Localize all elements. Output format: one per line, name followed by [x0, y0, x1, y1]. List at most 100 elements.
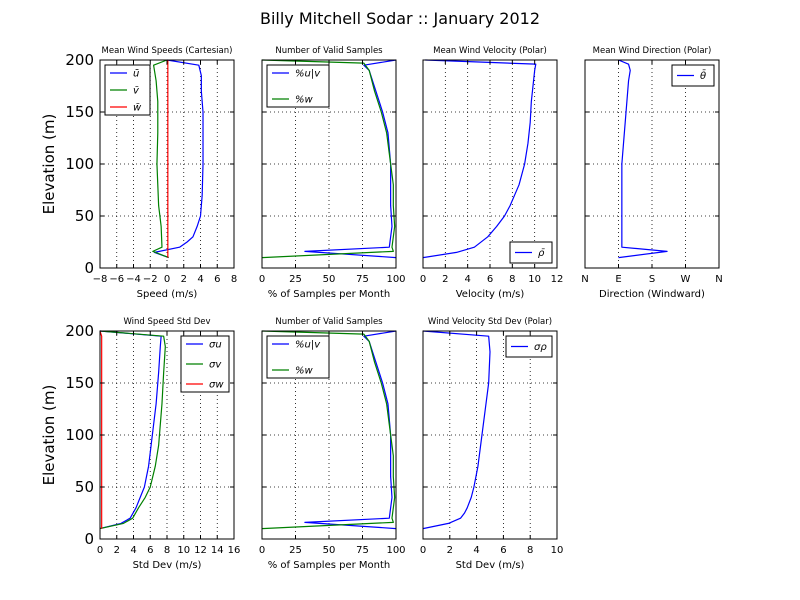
- legend-label: ρ̄: [538, 248, 545, 259]
- series-line-3: [99, 330, 103, 529]
- legend-frame: [266, 335, 330, 379]
- series-line-1: [422, 59, 537, 259]
- x-tick-label: 2: [442, 274, 448, 285]
- panel-title: Mean Wind Speeds (Cartesian): [102, 46, 233, 56]
- x-tick-label: 8: [527, 545, 533, 556]
- x-tick-label: 4: [130, 545, 136, 556]
- legend: σu σv σw: [180, 335, 230, 393]
- x-tick-label: S: [649, 274, 655, 285]
- x-tick-label: 8: [509, 274, 515, 285]
- x-tick-label: 2: [181, 274, 187, 285]
- x-tick-label: 2: [447, 545, 453, 556]
- legend-label: %u|v: [295, 69, 321, 80]
- x-tick-label: W: [681, 274, 691, 285]
- y-tick-label: 100: [65, 426, 94, 444]
- x-tick-label: 75: [356, 274, 369, 285]
- x-axis-label: Speed (m/s): [137, 289, 198, 300]
- y-tick-label: 150: [65, 103, 94, 121]
- panel-title: Number of Valid Samples: [275, 46, 383, 56]
- series-line-2: [261, 59, 396, 259]
- x-tick-label: 75: [356, 545, 369, 556]
- series-line-2: [99, 330, 166, 530]
- legend-label: σw: [209, 380, 224, 391]
- x-tick-label: 10: [177, 545, 190, 556]
- x-axis-label: Std Dev (m/s): [456, 560, 525, 571]
- x-tick-label: 6: [147, 545, 153, 556]
- x-tick-label: 12: [194, 545, 207, 556]
- x-tick-label: 25: [289, 545, 302, 556]
- legend: ū v̄ w̄: [104, 64, 151, 116]
- x-tick-label: 0: [97, 545, 103, 556]
- x-tick-label: 12: [551, 274, 564, 285]
- legend-label: %u|v: [295, 340, 321, 351]
- x-tick-label: 100: [386, 274, 405, 285]
- x-axis-label: Std Dev (m/s): [133, 560, 202, 571]
- x-tick-label: 14: [211, 545, 224, 556]
- x-axis-label: % of Samples per Month: [268, 289, 391, 300]
- x-tick-label: 10: [551, 545, 564, 556]
- x-axis-label: % of Samples per Month: [268, 560, 391, 571]
- y-tick-label: 200: [65, 51, 94, 69]
- x-tick-label: 6: [500, 545, 506, 556]
- x-tick-label: 0: [164, 274, 170, 285]
- y-tick-label: 100: [65, 155, 94, 173]
- y-tick-label: 0: [84, 530, 94, 548]
- x-tick-label: 50: [323, 545, 336, 556]
- series-line-1: [153, 59, 204, 259]
- x-tick-label: −2: [143, 274, 158, 285]
- x-axis-label: Direction (Windward): [599, 289, 705, 300]
- legend-label: σv: [209, 360, 222, 371]
- x-tick-label: 50: [323, 274, 336, 285]
- legend-label: %w: [295, 366, 314, 377]
- x-tick-label: 16: [228, 545, 241, 556]
- panel-p2: 0 25 50 75 100 Number of Valid Samples % of Sa…: [259, 46, 406, 300]
- panel-title: Mean Wind Direction (Polar): [593, 46, 712, 56]
- x-tick-label: 0: [259, 274, 265, 285]
- series-line-2: [261, 330, 396, 530]
- legend: σρ: [505, 335, 553, 358]
- figure-title: Billy Mitchell Sodar :: January 2012: [260, 9, 540, 28]
- x-tick-label: 4: [464, 274, 470, 285]
- legend: %u|v %w: [266, 64, 330, 108]
- x-tick-label: N: [581, 274, 588, 285]
- x-tick-label: 4: [473, 545, 479, 556]
- panel-title: Number of Valid Samples: [275, 317, 383, 327]
- y-axis-label: Elevation (m): [40, 385, 58, 486]
- legend: θ̄: [671, 64, 715, 87]
- legend-label: σu: [209, 340, 222, 351]
- x-tick-label: 0: [420, 274, 426, 285]
- x-tick-label: 100: [386, 545, 405, 556]
- legend: %u|v %w: [266, 335, 330, 379]
- x-tick-label: E: [615, 274, 621, 285]
- x-tick-label: 0: [259, 545, 265, 556]
- panel-p7: 0 2 4 6 8 10 Wind Velocity Std Dev (Polar) Std …: [420, 317, 564, 571]
- legend-frame: [266, 64, 330, 108]
- x-tick-label: 25: [289, 274, 302, 285]
- series-line-2: [152, 59, 169, 259]
- x-tick-label: 0: [420, 545, 426, 556]
- x-tick-label: 4: [197, 274, 203, 285]
- y-tick-label: 200: [65, 322, 94, 340]
- legend-label: σρ: [534, 342, 547, 353]
- x-tick-label: N: [715, 274, 722, 285]
- x-tick-label: −6: [109, 274, 124, 285]
- x-tick-label: 8: [164, 545, 170, 556]
- series-line-1: [422, 330, 491, 530]
- x-tick-label: 8: [231, 274, 237, 285]
- panel-title: Mean Wind Velocity (Polar): [433, 46, 547, 56]
- x-tick-label: 2: [114, 545, 120, 556]
- series-line-1: [618, 59, 668, 259]
- x-tick-label: 6: [214, 274, 220, 285]
- y-tick-label: 50: [75, 478, 94, 496]
- panel-p4: N E S W N Mean Wind Direction (Polar) Directio…: [581, 46, 722, 300]
- legend-label: θ̄: [700, 69, 706, 82]
- legend-label: %w: [295, 95, 314, 106]
- x-axis-label: Velocity (m/s): [456, 289, 525, 300]
- y-axis-label: Elevation (m): [40, 114, 58, 215]
- panel-title: Wind Speed Std Dev: [123, 317, 210, 327]
- panel-p3: 0 2 4 6 8 10 12 Mean Wind Velocity (Polar) Veloc…: [420, 46, 564, 300]
- x-tick-label: −4: [126, 274, 141, 285]
- panel-title: Wind Velocity Std Dev (Polar): [428, 317, 552, 327]
